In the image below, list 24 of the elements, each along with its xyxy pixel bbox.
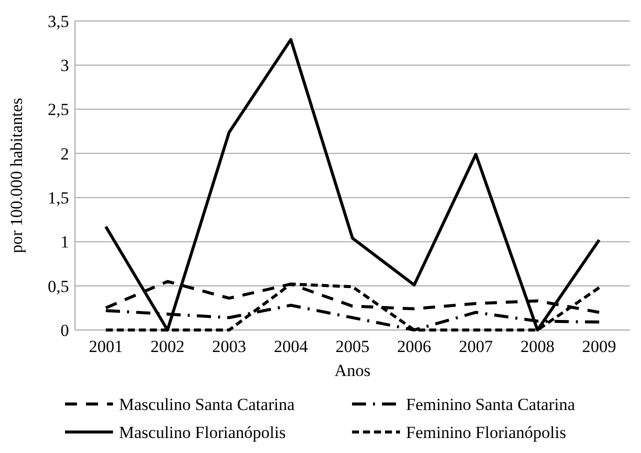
- legend-label: Masculino Florianópolis: [119, 422, 286, 442]
- legend-label: Masculino Santa Catarina: [119, 394, 296, 414]
- y-tick-label: 0,5: [48, 276, 69, 296]
- x-tick-label: 2003: [212, 337, 246, 356]
- y-tick-label: 0: [60, 320, 69, 340]
- y-tick-label: 1,5: [48, 188, 69, 208]
- x-tick-label: 2007: [458, 337, 494, 356]
- y-axis-title: por 100.000 habitantes: [7, 98, 26, 254]
- y-tick-label: 2: [60, 144, 69, 164]
- x-tick-label: 2009: [582, 337, 616, 356]
- x-tick-label: 2005: [336, 337, 370, 356]
- x-tick-label: 2004: [274, 337, 308, 356]
- x-tick-label: 2002: [150, 337, 184, 356]
- legend-label: Feminino Santa Catarina: [406, 394, 576, 414]
- y-tick-label: 1: [60, 232, 69, 252]
- y-tick-label: 3,5: [48, 12, 69, 31]
- x-tick-label: 2008: [520, 337, 554, 356]
- y-tick-label: 2,5: [48, 100, 69, 120]
- y-tick-label: 3: [60, 56, 69, 76]
- legend-label: Feminino Florianópolis: [406, 422, 566, 442]
- x-axis-title: Anos: [334, 361, 370, 380]
- line-series: [104, 38, 601, 332]
- x-tick-label: 2001: [88, 337, 123, 356]
- x-tick-label: 2006: [397, 337, 432, 356]
